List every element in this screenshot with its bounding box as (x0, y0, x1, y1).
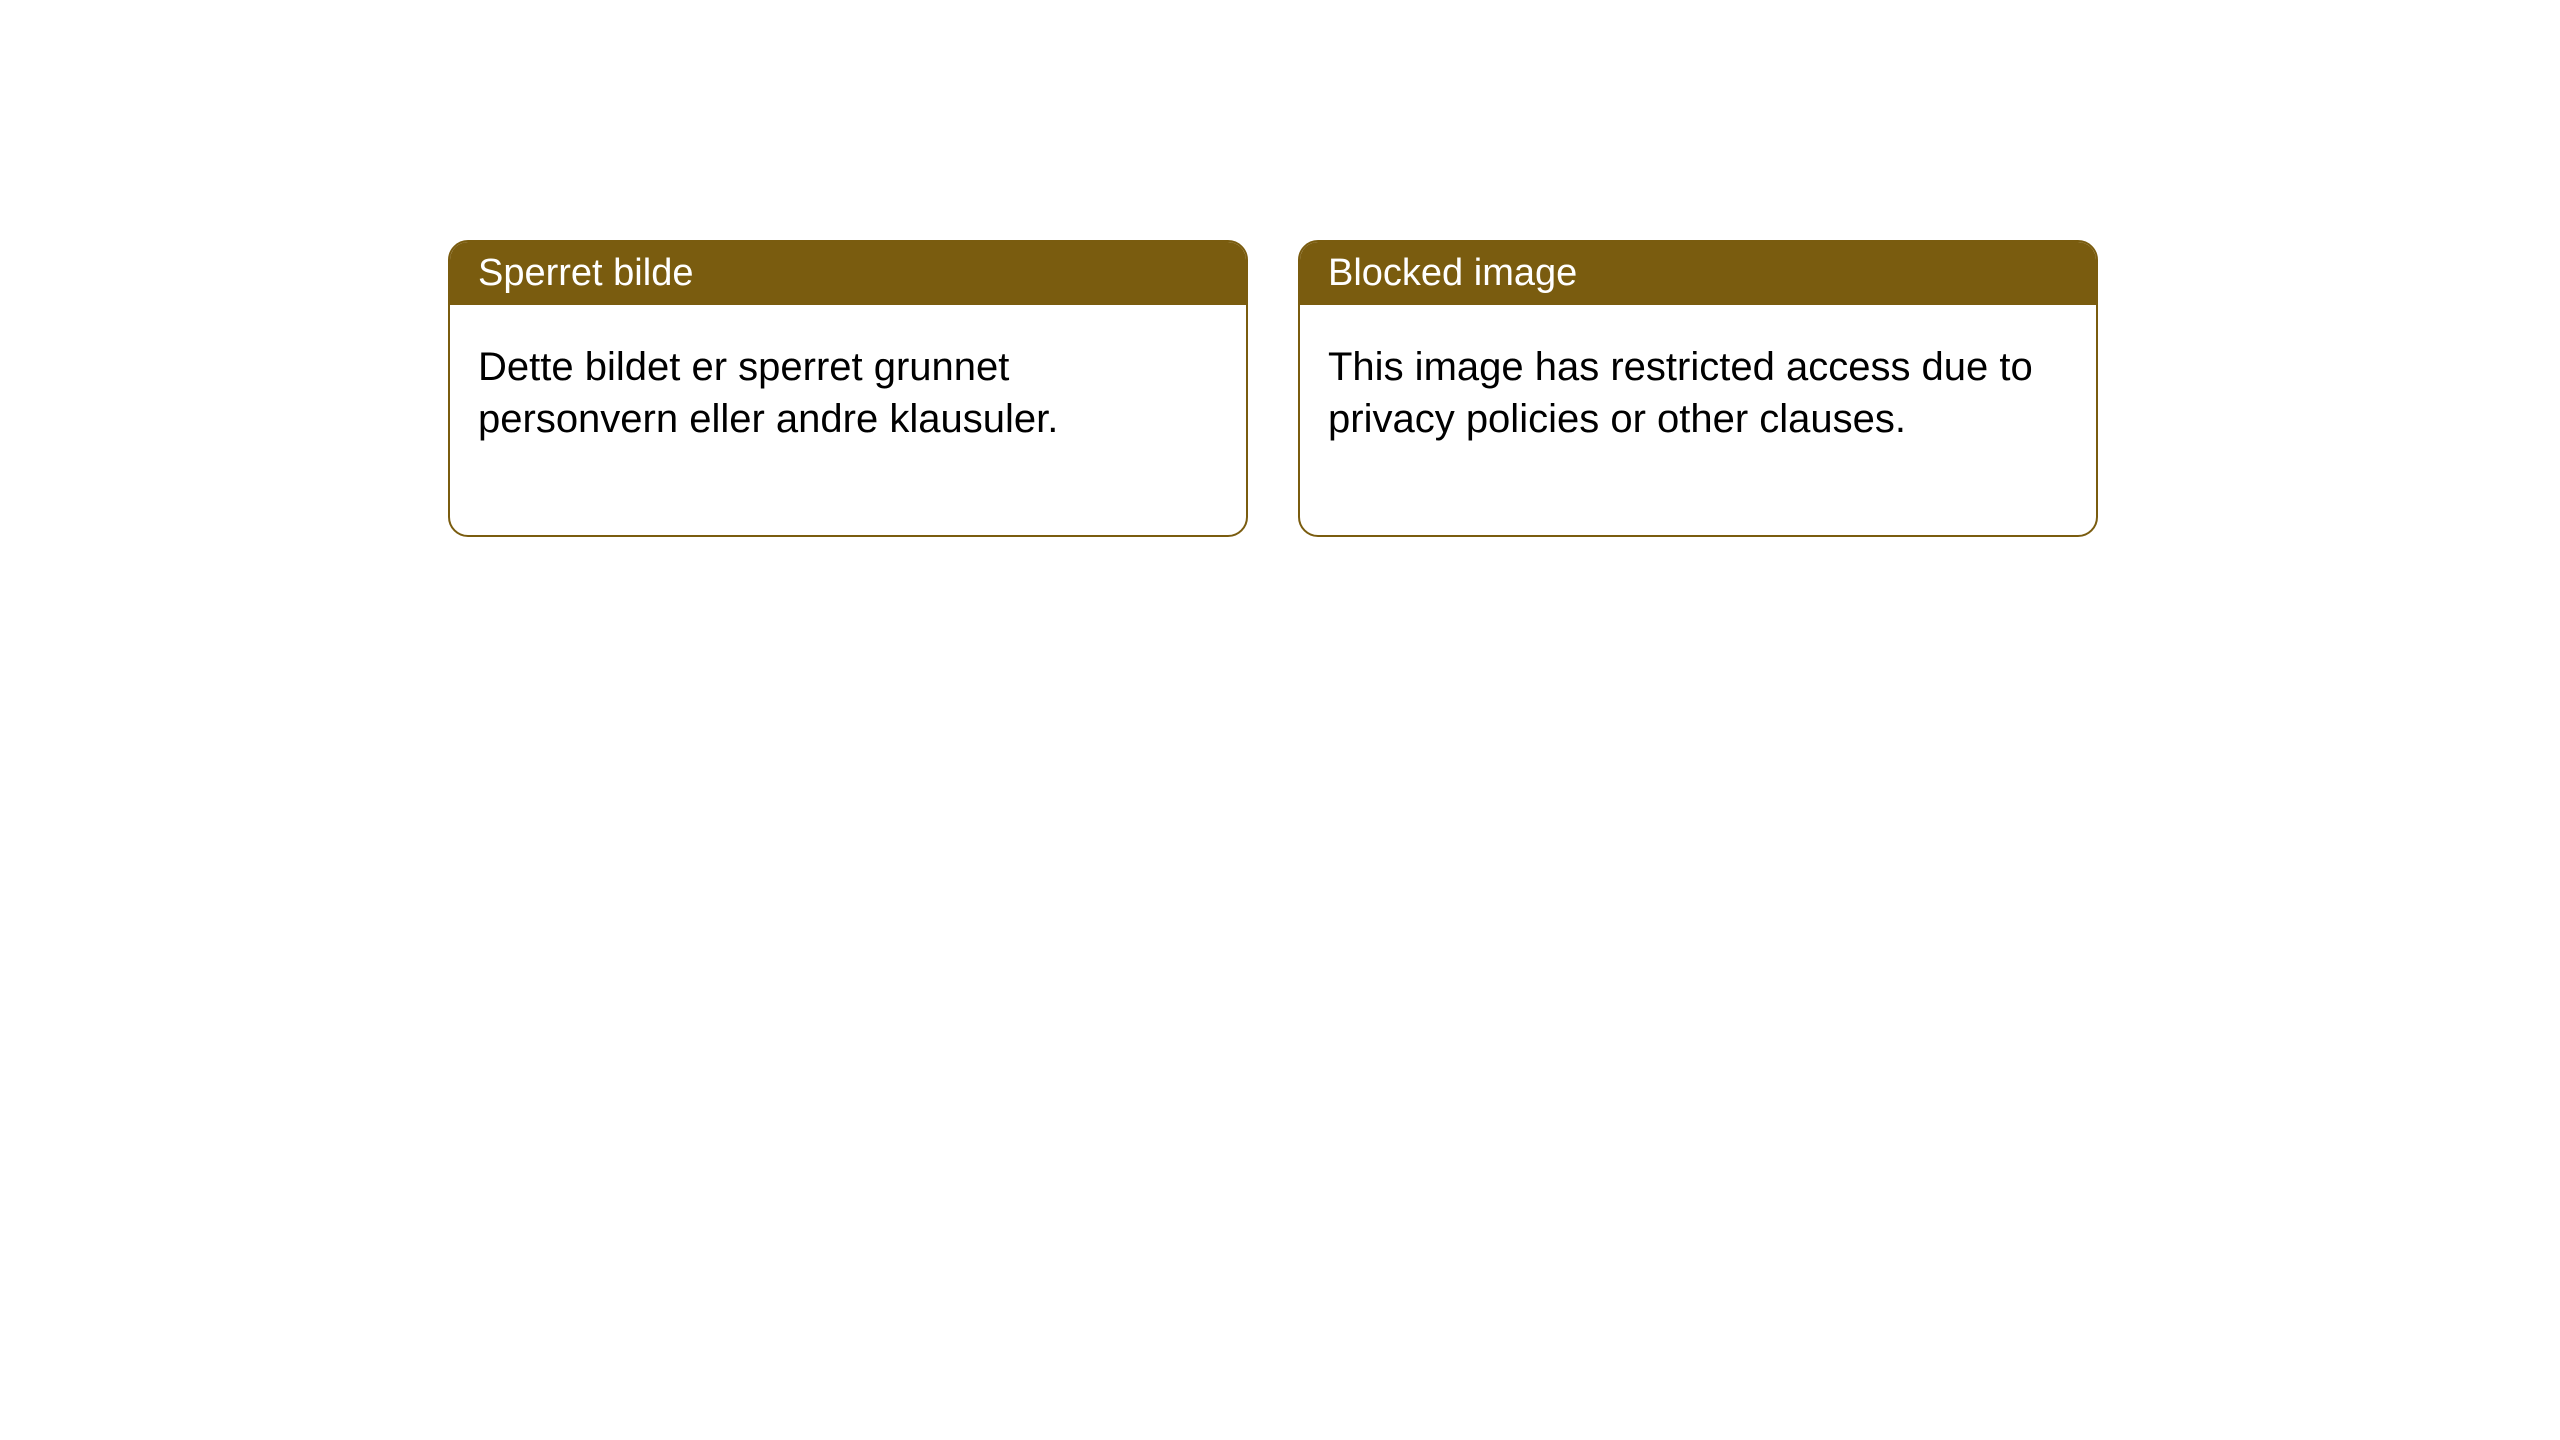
notice-container: Sperret bilde Dette bildet er sperret gr… (448, 240, 2098, 537)
notice-header: Blocked image (1300, 242, 2096, 305)
notice-card-english: Blocked image This image has restricted … (1298, 240, 2098, 537)
notice-body: This image has restricted access due to … (1300, 305, 2096, 535)
notice-body: Dette bildet er sperret grunnet personve… (450, 305, 1246, 535)
notice-header: Sperret bilde (450, 242, 1246, 305)
notice-card-norwegian: Sperret bilde Dette bildet er sperret gr… (448, 240, 1248, 537)
